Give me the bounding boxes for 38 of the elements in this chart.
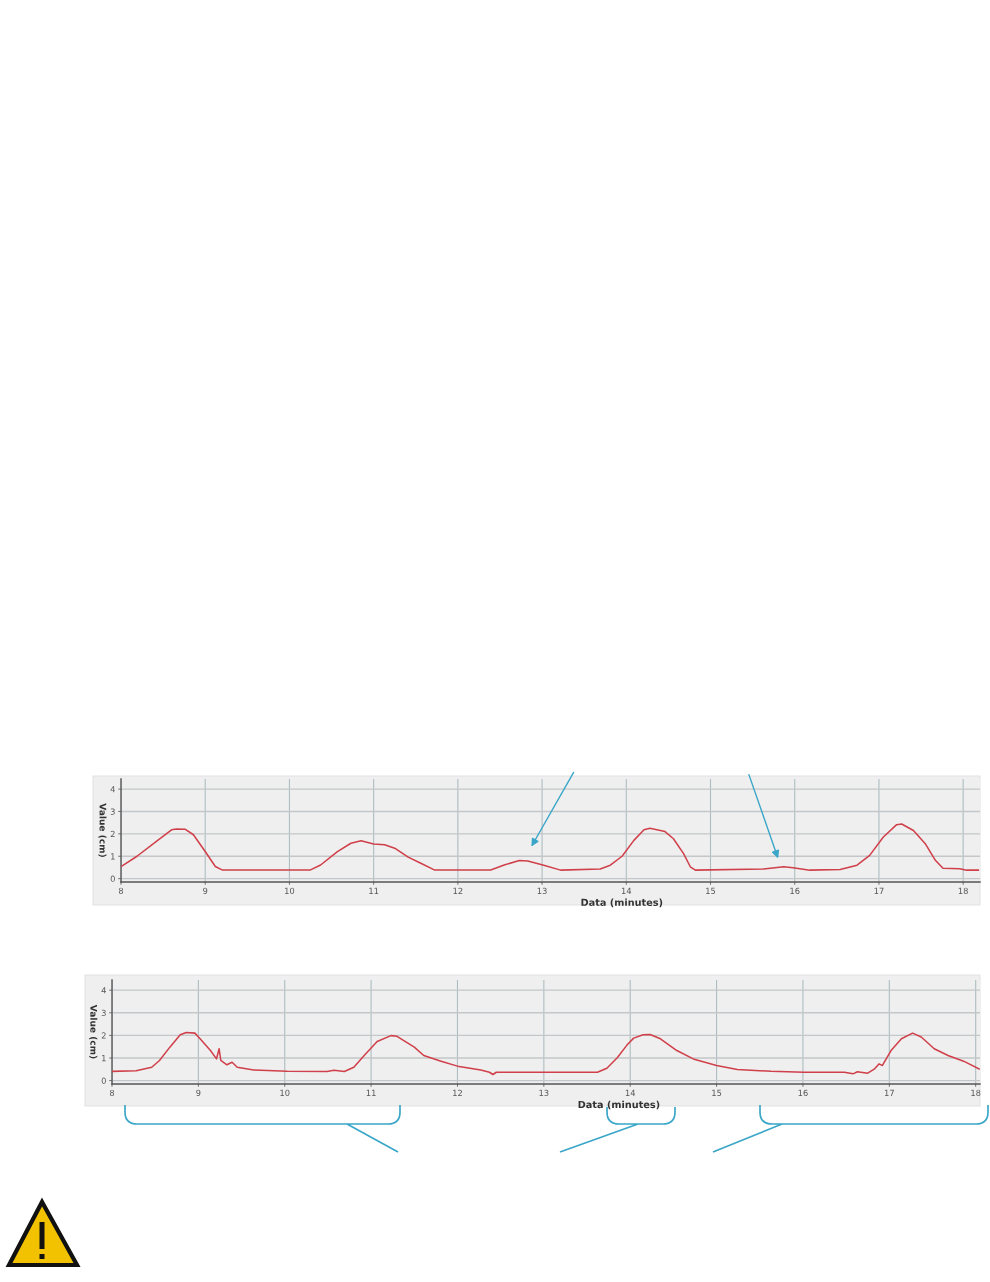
line-series xyxy=(121,823,980,871)
x-tick-label: 14 xyxy=(621,887,632,894)
x-tick-label: 17 xyxy=(884,1089,894,1096)
y-tick-label: 0 xyxy=(101,1077,106,1084)
x-tick-label: 10 xyxy=(280,1089,290,1097)
x-axis-title: Data (minutes) xyxy=(581,898,663,908)
y-tick-label: 1 xyxy=(102,1055,106,1062)
x-tick-label: 12 xyxy=(453,887,463,894)
y-tick-label: 4 xyxy=(110,786,115,793)
x-tick-label: 15 xyxy=(706,887,716,895)
x-tick-label: 13 xyxy=(539,1089,549,1097)
x-tick-label: 10 xyxy=(285,887,295,895)
x-tick-label: 16 xyxy=(798,1089,808,1097)
y-tick-label: 1 xyxy=(111,853,115,860)
x-tick-label: 11 xyxy=(366,1089,376,1096)
y-tick-label: 0 xyxy=(110,875,115,882)
x-tick-label: 9 xyxy=(196,1089,201,1097)
x-tick-label: 13 xyxy=(537,887,547,895)
x-tick-label: 12 xyxy=(453,1089,462,1096)
y-tick-label: 2 xyxy=(110,830,115,838)
x-tick-label: 8 xyxy=(118,887,124,895)
y-tick-label: 2 xyxy=(101,1032,106,1039)
x-tick-label: 8 xyxy=(109,1089,115,1097)
x-tick-label: 14 xyxy=(625,1089,636,1096)
x-tick-label: 9 xyxy=(203,887,208,895)
x-tick-label: 17 xyxy=(874,887,884,894)
y-tick-label: 4 xyxy=(101,987,106,994)
x-axis-title: Data (minutes) xyxy=(578,1100,660,1110)
x-tick-label: 15 xyxy=(712,1089,722,1097)
y-tick-label: 3 xyxy=(110,808,115,815)
x-tick-label: 18 xyxy=(971,1089,981,1097)
y-axis-title: Value (cm) xyxy=(89,1004,98,1059)
y-axis-title: Value (cm) xyxy=(98,803,107,857)
x-tick-label: 16 xyxy=(790,887,800,895)
x-tick-label: 11 xyxy=(369,887,379,894)
y-tick-label: 3 xyxy=(101,1009,106,1017)
line-series xyxy=(112,1031,980,1076)
x-tick-label: 18 xyxy=(958,887,968,895)
